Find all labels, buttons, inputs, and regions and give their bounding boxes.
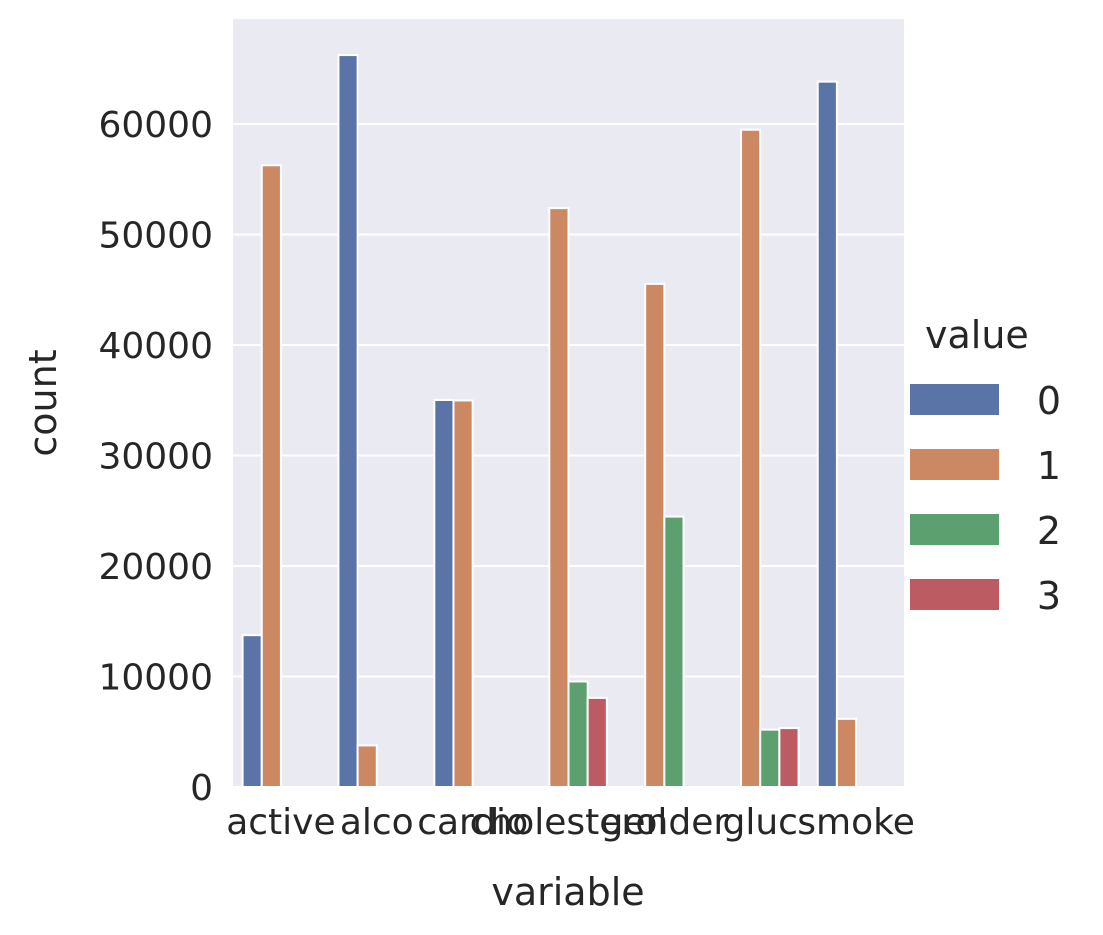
- bar-gluc-value-2: [759, 728, 781, 788]
- bar-cardio-value-0: [433, 399, 455, 788]
- bar-cholesterol-value-1: [548, 207, 570, 789]
- y-tick-label: 10000: [98, 657, 213, 698]
- bar-smoke-value-1: [835, 717, 858, 788]
- bar-alco-value-0: [337, 54, 359, 789]
- x-tick-label: cholesterol: [470, 802, 668, 843]
- legend-label-1: 1: [1037, 444, 1061, 488]
- legend-swatch-0: [910, 384, 999, 415]
- y-tick-label: 0: [190, 768, 213, 809]
- bar-alco-value-1: [356, 744, 378, 788]
- bar-gender-value-1: [644, 282, 666, 788]
- bars: [241, 54, 858, 789]
- legend-label-2: 2: [1037, 509, 1061, 553]
- legend-label-0: 0: [1037, 379, 1061, 423]
- bar-gluc-value-1: [740, 128, 762, 788]
- x-tick-label: active: [226, 802, 335, 843]
- legend-title: value: [925, 313, 1029, 357]
- bar-active-value-0: [241, 634, 263, 789]
- bar-cardio-value-1: [452, 399, 474, 788]
- x-tick-label: gluc: [722, 802, 797, 843]
- legend-label-3: 3: [1037, 574, 1061, 618]
- y-tick-label: 20000: [98, 547, 213, 588]
- y-tick-label: 50000: [98, 215, 213, 256]
- bar-smoke-value-0: [816, 80, 838, 789]
- x-axis-label: variable: [491, 870, 644, 914]
- y-tick-label: 30000: [98, 436, 213, 477]
- bar-gender-value-2: [663, 515, 685, 789]
- x-tick-label: gender: [601, 802, 729, 843]
- x-tick-label: cardio: [417, 802, 528, 843]
- y-axis-label: count: [21, 349, 65, 456]
- y-axis-ticks: 0 10000 20000 30000 40000 50000 60000: [98, 105, 213, 809]
- y-tick-label: 60000: [98, 105, 213, 146]
- y-tick-label: 40000: [98, 326, 213, 367]
- bar-cholesterol-value-3: [586, 696, 608, 788]
- x-tick-label: smoke: [797, 802, 915, 843]
- legend: value 0 1 2 3: [910, 313, 1061, 618]
- legend-swatch-3: [910, 579, 999, 610]
- legend-swatch-1: [910, 449, 999, 480]
- x-tick-label: alco: [340, 802, 414, 843]
- bar-cholesterol-value-2: [567, 680, 589, 788]
- bar-active-value-1: [260, 164, 282, 788]
- bar-gluc-value-3: [778, 727, 800, 788]
- legend-swatch-2: [910, 514, 999, 545]
